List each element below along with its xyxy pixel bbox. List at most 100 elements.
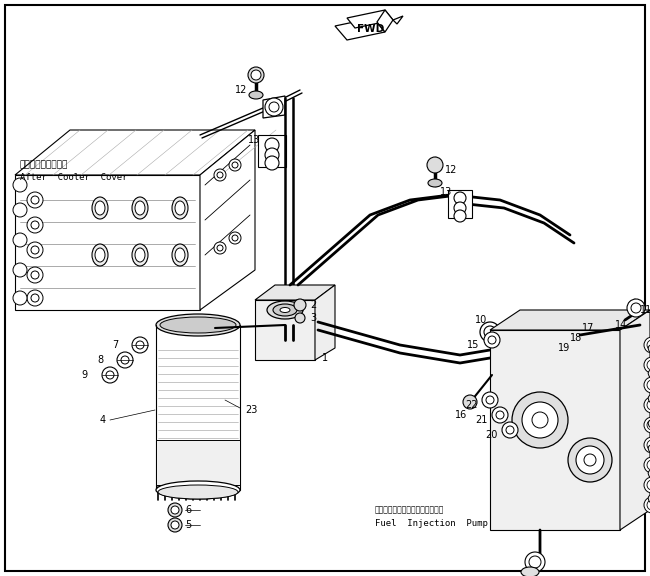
Text: 10: 10: [475, 315, 488, 325]
Circle shape: [644, 437, 650, 453]
Ellipse shape: [267, 301, 303, 319]
Text: 2: 2: [310, 300, 317, 310]
Circle shape: [13, 263, 27, 277]
Circle shape: [117, 352, 133, 368]
Circle shape: [229, 232, 241, 244]
Circle shape: [484, 332, 500, 348]
Circle shape: [31, 294, 39, 302]
Ellipse shape: [156, 314, 240, 336]
Circle shape: [644, 457, 650, 473]
Circle shape: [168, 518, 182, 532]
Circle shape: [644, 337, 650, 353]
Ellipse shape: [92, 244, 108, 266]
Text: 12: 12: [445, 165, 458, 175]
Circle shape: [644, 417, 650, 433]
Circle shape: [214, 169, 226, 181]
Circle shape: [265, 156, 279, 170]
Circle shape: [232, 162, 238, 168]
Circle shape: [539, 353, 553, 367]
Ellipse shape: [648, 494, 650, 506]
Circle shape: [542, 356, 550, 364]
Text: 5: 5: [185, 520, 191, 530]
Circle shape: [647, 340, 650, 350]
Circle shape: [647, 420, 650, 430]
Circle shape: [532, 412, 548, 428]
Circle shape: [168, 503, 182, 517]
Circle shape: [551, 343, 565, 357]
Text: After  Cooler  Cover: After Cooler Cover: [20, 172, 127, 181]
Text: アフタクーラカバー: アフタクーラカバー: [20, 161, 68, 169]
Text: 20: 20: [485, 430, 497, 440]
Ellipse shape: [648, 344, 650, 357]
Circle shape: [248, 67, 264, 83]
Circle shape: [265, 148, 279, 162]
Circle shape: [647, 500, 650, 510]
Circle shape: [496, 411, 504, 419]
Polygon shape: [377, 10, 393, 32]
Text: 22: 22: [465, 400, 478, 410]
Ellipse shape: [132, 197, 148, 219]
Circle shape: [647, 480, 650, 490]
Circle shape: [251, 70, 261, 80]
Circle shape: [502, 422, 518, 438]
Circle shape: [486, 396, 494, 404]
Polygon shape: [347, 10, 393, 28]
Bar: [156, 440, 240, 485]
Circle shape: [647, 360, 650, 370]
Circle shape: [454, 192, 466, 204]
Text: 13: 13: [440, 187, 452, 197]
Polygon shape: [15, 175, 200, 310]
Polygon shape: [263, 96, 285, 118]
Circle shape: [482, 392, 498, 408]
Text: 23: 23: [245, 405, 257, 415]
Circle shape: [31, 196, 39, 204]
Circle shape: [512, 392, 568, 448]
Circle shape: [13, 233, 27, 247]
Circle shape: [269, 102, 279, 112]
Ellipse shape: [648, 469, 650, 482]
Ellipse shape: [280, 308, 290, 313]
Circle shape: [217, 245, 223, 251]
Circle shape: [294, 299, 306, 311]
Ellipse shape: [273, 304, 297, 316]
Circle shape: [647, 440, 650, 450]
Circle shape: [529, 556, 541, 568]
Polygon shape: [315, 285, 335, 360]
Text: フェエルインジェクションポンプ: フェエルインジェクションポンプ: [375, 506, 445, 514]
Text: 4: 4: [100, 415, 106, 425]
Ellipse shape: [428, 179, 442, 187]
Ellipse shape: [160, 317, 236, 333]
Circle shape: [568, 438, 612, 482]
Text: 11: 11: [640, 305, 650, 315]
Circle shape: [627, 299, 645, 317]
Ellipse shape: [158, 485, 238, 499]
Circle shape: [647, 460, 650, 470]
Circle shape: [171, 521, 179, 529]
Text: 15: 15: [467, 340, 480, 350]
Circle shape: [584, 454, 596, 466]
Circle shape: [27, 290, 43, 306]
Circle shape: [31, 271, 39, 279]
Circle shape: [171, 506, 179, 514]
Circle shape: [295, 313, 305, 323]
Ellipse shape: [249, 91, 263, 99]
Circle shape: [265, 138, 279, 152]
Circle shape: [522, 402, 558, 438]
Ellipse shape: [95, 248, 105, 262]
Circle shape: [506, 426, 514, 434]
Circle shape: [647, 380, 650, 390]
Circle shape: [27, 242, 43, 258]
Circle shape: [13, 291, 27, 305]
Text: 17: 17: [582, 323, 594, 333]
Circle shape: [488, 336, 496, 344]
Circle shape: [13, 178, 27, 192]
Circle shape: [454, 210, 466, 222]
Ellipse shape: [92, 197, 108, 219]
Text: 8: 8: [97, 355, 103, 365]
Circle shape: [13, 203, 27, 217]
Circle shape: [566, 336, 574, 344]
Text: 19: 19: [558, 343, 570, 353]
Circle shape: [644, 357, 650, 373]
Circle shape: [106, 371, 114, 379]
Polygon shape: [335, 18, 385, 40]
